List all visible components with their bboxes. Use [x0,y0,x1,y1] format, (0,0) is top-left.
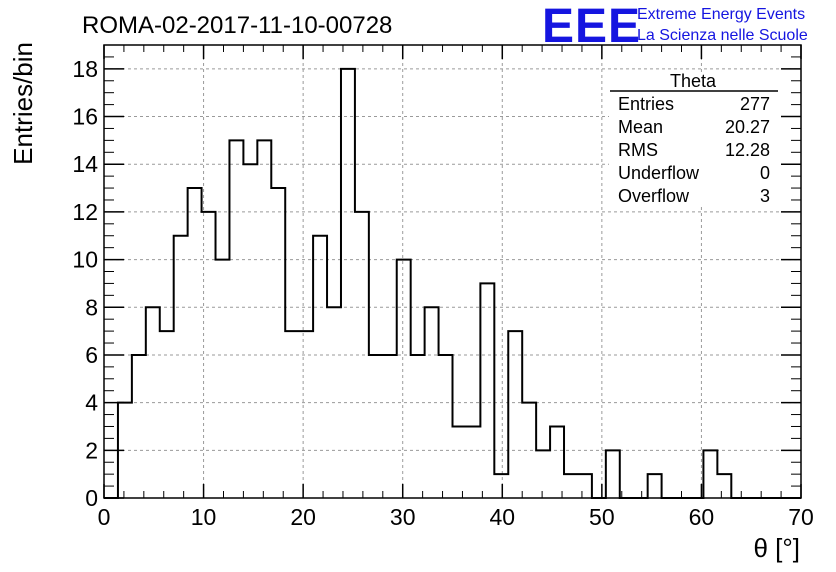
y-tick-label: 0 [85,485,98,511]
stats-value: 277 [740,94,770,114]
x-tick-label: 70 [788,504,814,530]
x-tick-label: 0 [98,504,111,530]
x-tick-label: 50 [589,504,615,530]
stats-value: 0 [760,163,770,183]
stats-box-background [609,72,779,206]
stats-rows: Entries 277 Mean 20.27 RMS 12.28 Underflow 0 Ove… [618,94,770,206]
y-tick-label: 18 [72,56,98,82]
x-axis-label: θ [°] [753,533,800,563]
stats-label: Overflow [618,186,690,206]
stats-label: Mean [618,117,663,137]
stats-label: Underflow [618,163,700,183]
x-tick-labels: 0 10 20 30 40 50 60 70 [98,504,814,530]
stats-value: 12.28 [725,140,770,160]
y-tick-label: 14 [72,151,98,177]
stats-box: Theta Entries 277 Mean 20.27 RMS 12.28 Underfl… [609,71,779,206]
chart-title: ROMA-02-2017-11-10-00728 [82,12,392,39]
stats-value: 20.27 [725,117,770,137]
x-tick-label: 20 [290,504,316,530]
x-tick-label: 40 [489,504,515,530]
x-tick-label: 60 [689,504,715,530]
y-tick-label: 6 [85,342,98,368]
stats-label: Entries [618,94,674,114]
y-tick-label: 16 [72,104,98,130]
axis-ticks [103,44,802,499]
logo-line1: Extreme Energy Events [637,6,805,23]
y-axis-label: Entries/bin [8,42,38,165]
y-tick-label: 2 [85,437,98,463]
x-tick-label: 30 [390,504,416,530]
y-tick-label: 8 [85,294,98,320]
stats-title: Theta [670,71,717,91]
histogram-series [104,67,801,499]
eee-logo: EEE Extreme Energy Events La Scienza nel… [542,0,808,53]
stats-value: 3 [760,186,770,206]
y-tick-labels: 0 2 4 6 8 10 12 14 16 18 [72,56,98,511]
y-tick-label: 10 [72,247,98,273]
logo-line2: La Scienza nelle Scuole [637,27,808,44]
y-tick-label: 12 [72,199,98,225]
logo-mark: EEE [542,0,641,53]
x-tick-label: 10 [191,504,217,530]
y-tick-label: 4 [85,390,98,416]
stats-label: RMS [618,140,658,160]
